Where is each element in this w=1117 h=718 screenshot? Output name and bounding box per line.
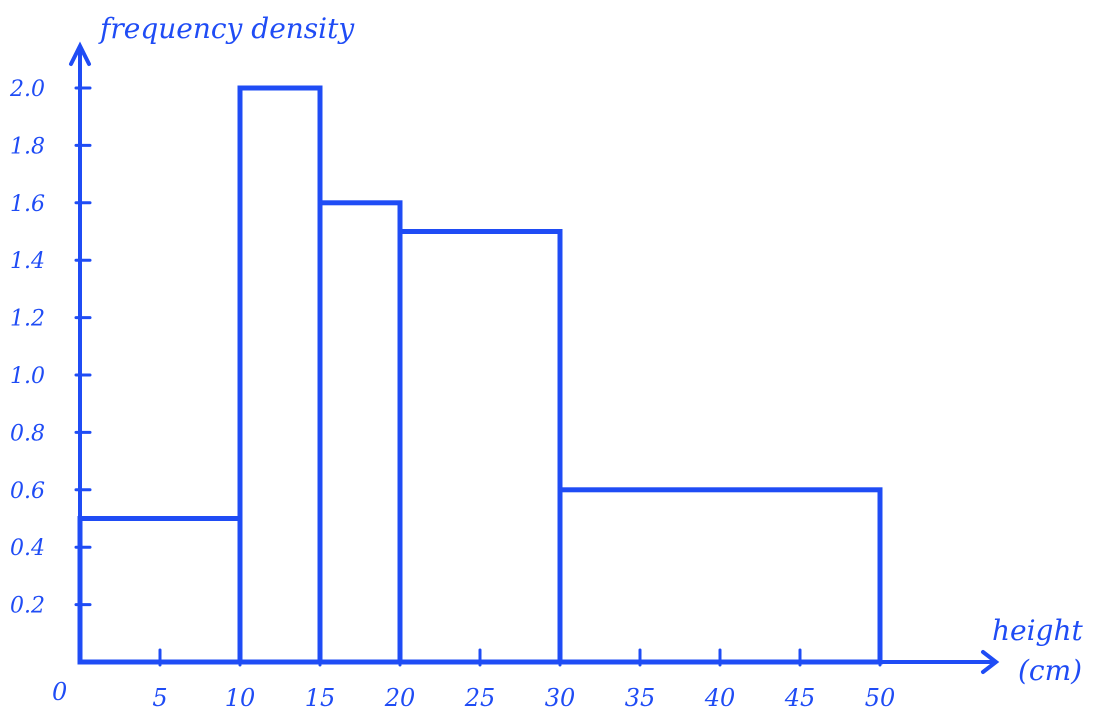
- x-tick-label: 10: [225, 684, 256, 712]
- y-tick-label: 1.0: [10, 364, 45, 389]
- y-tick-label: 1.6: [10, 192, 45, 217]
- x-tick-label: 50: [865, 684, 896, 712]
- histogram-bar: [557, 487, 883, 665]
- x-tick-label: 40: [704, 684, 736, 712]
- histogram-bars: [77, 85, 883, 665]
- x-tick-label: 5: [152, 684, 167, 712]
- y-tick-label: 0.8: [10, 421, 45, 446]
- y-tick-label: 1.8: [10, 134, 45, 159]
- histogram-bar: [317, 200, 403, 665]
- x-tick-label: 35: [625, 684, 656, 712]
- y-tick-label: 0.6: [10, 479, 45, 504]
- y-tick-label: 1.2: [10, 307, 45, 332]
- y-axis-title: frequency density: [98, 12, 355, 45]
- y-tick-label: 2.0: [9, 77, 45, 102]
- histogram-bar: [77, 516, 243, 665]
- x-axis-unit: (cm): [1018, 654, 1082, 687]
- x-axis-ticks: 5 10 15 20 25 30 35 40 45 50: [152, 648, 896, 712]
- y-tick-label: 0.4: [10, 536, 45, 561]
- x-axis-title: height: [992, 614, 1084, 647]
- y-axis-arrowhead: [69, 41, 91, 66]
- histogram-bar: [237, 85, 323, 665]
- y-tick-label: 0.2: [10, 594, 45, 619]
- x-tick-label: 25: [464, 684, 496, 712]
- x-tick-label: 45: [784, 684, 816, 712]
- y-tick-label: 1.4: [10, 249, 45, 274]
- x-tick-label: 30: [545, 684, 576, 712]
- y-axis-ticks: 0.2 0.4 0.6 0.8 1.0 1.2 1.4 1.6 1.8 2.0: [9, 77, 92, 619]
- origin-label: 0: [52, 678, 67, 706]
- x-tick-label: 20: [384, 684, 416, 712]
- x-tick-label: 15: [305, 684, 336, 712]
- x-axis-arrowhead: [981, 650, 1000, 674]
- histogram-bar: [397, 229, 563, 665]
